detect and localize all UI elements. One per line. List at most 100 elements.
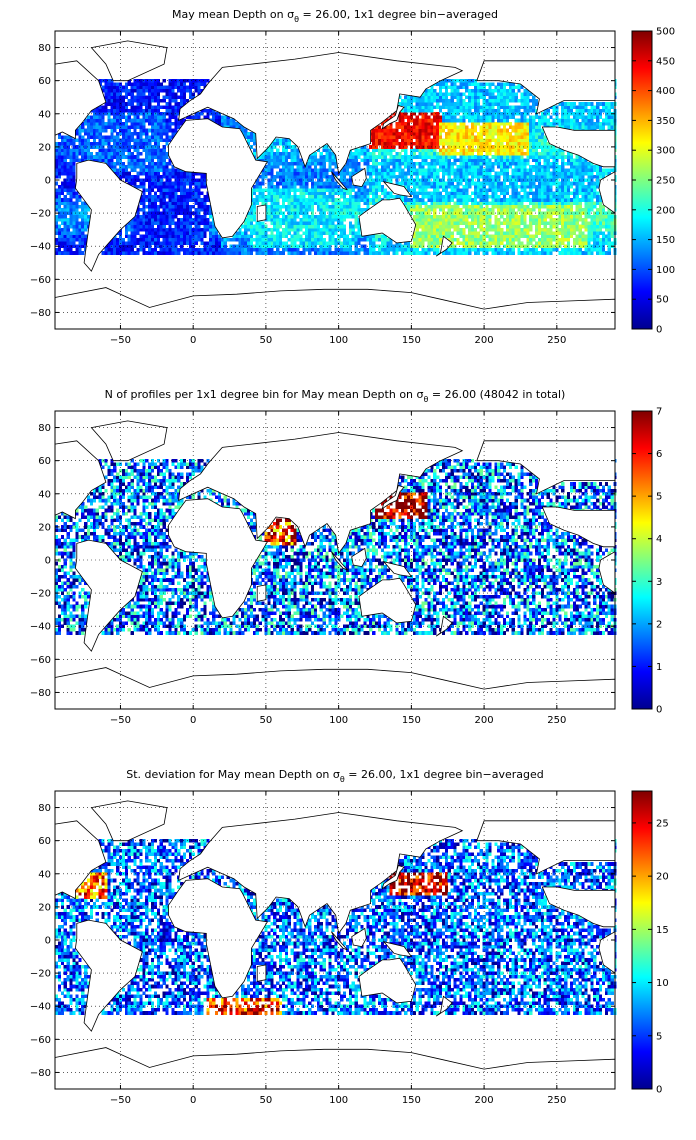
heatmap-cell <box>287 141 291 146</box>
heatmap-cell <box>139 158 143 163</box>
heatmap-cell <box>526 198 530 202</box>
heatmap-cell <box>508 241 512 245</box>
heatmap-cell <box>127 135 131 139</box>
heatmap-cell <box>412 185 416 189</box>
heatmap-cell <box>491 178 495 182</box>
heatmap-cell <box>334 181 338 186</box>
heatmap-cell <box>459 191 463 196</box>
heatmap-cell <box>497 231 501 235</box>
heatmap-cell <box>389 175 393 179</box>
heatmap-cell <box>567 175 571 179</box>
heatmap-cell <box>415 251 419 255</box>
heatmap-cell <box>471 181 475 186</box>
heatmap-cell <box>156 161 160 166</box>
heatmap-cell <box>133 228 137 232</box>
heatmap-cell <box>151 181 155 186</box>
heatmap-cell <box>558 208 562 212</box>
heatmap-cell <box>151 224 155 229</box>
heatmap-cell <box>247 241 251 245</box>
heatmap-cell <box>145 221 149 225</box>
heatmap-cell <box>494 214 498 219</box>
heatmap-cell <box>104 135 108 139</box>
heatmap-cell <box>177 221 181 225</box>
heatmap-cell <box>488 138 492 143</box>
heatmap-cell <box>296 188 300 192</box>
heatmap-cell <box>543 201 547 206</box>
heatmap-cell <box>377 251 382 255</box>
heatmap-cell <box>433 175 437 179</box>
heatmap-cell <box>572 211 576 216</box>
heatmap-cell <box>319 185 323 189</box>
heatmap-cell <box>209 241 213 245</box>
heatmap-cell <box>281 181 286 186</box>
heatmap-cell <box>255 244 259 249</box>
heatmap-cell <box>290 161 294 166</box>
heatmap-cell <box>543 138 547 143</box>
heatmap-cell <box>168 135 172 139</box>
heatmap-cell <box>238 247 242 252</box>
heatmap-cell <box>409 191 414 196</box>
heatmap-cell <box>148 178 152 182</box>
heatmap-cell <box>255 188 259 192</box>
heatmap-cell <box>55 228 59 232</box>
heatmap-cell <box>526 247 530 252</box>
heatmap-cell <box>596 228 600 232</box>
heatmap-cell <box>159 158 163 163</box>
heatmap-cell <box>316 194 320 199</box>
heatmap-cell <box>121 141 126 146</box>
heatmap-cell <box>209 211 213 216</box>
heatmap-cell <box>215 247 219 252</box>
heatmap-cell <box>447 251 451 255</box>
heatmap-cell <box>63 168 67 172</box>
heatmap-cell <box>142 132 146 136</box>
heatmap-cell <box>549 214 553 219</box>
heatmap-cell <box>142 158 146 163</box>
heatmap-cell <box>386 165 390 169</box>
heatmap-cell <box>418 135 422 139</box>
heatmap-cell <box>191 211 195 216</box>
heatmap-cell <box>380 158 384 163</box>
heatmap-cell <box>153 218 158 222</box>
heatmap-cell <box>124 148 128 153</box>
heatmap-cell <box>427 191 431 196</box>
heatmap-cell <box>369 188 373 192</box>
heatmap-cell <box>482 155 486 159</box>
heatmap-cell <box>197 221 201 225</box>
heatmap-cell <box>69 221 73 225</box>
heatmap-cell <box>264 155 268 159</box>
heatmap-cell <box>183 247 187 252</box>
heatmap-cell <box>540 211 544 216</box>
heatmap-cell <box>354 194 358 199</box>
heatmap-cell <box>572 165 576 169</box>
heatmap-cell <box>60 228 64 232</box>
heatmap-cell <box>409 138 414 143</box>
heatmap-cell <box>57 161 62 166</box>
heatmap-cell <box>494 138 498 143</box>
heatmap-cell <box>197 201 201 206</box>
heatmap-cell <box>124 228 128 232</box>
heatmap-cell <box>302 208 306 212</box>
heatmap-cell <box>473 201 478 206</box>
heatmap-cell <box>441 231 446 235</box>
heatmap-cell <box>165 221 169 225</box>
heatmap-cell <box>316 148 320 153</box>
heatmap-cell <box>89 125 94 129</box>
heatmap-cell <box>279 237 283 242</box>
heatmap-cell <box>316 185 320 189</box>
heatmap-cell <box>75 224 79 229</box>
heatmap-cell <box>514 135 518 139</box>
heatmap-cell <box>517 148 521 153</box>
heatmap-cell <box>267 241 271 245</box>
heatmap-cell <box>203 181 207 186</box>
heatmap-cell <box>270 231 274 235</box>
heatmap-cell <box>453 171 457 176</box>
heatmap-cell <box>153 128 158 133</box>
heatmap-cell <box>386 237 390 242</box>
heatmap-cell <box>177 175 181 179</box>
heatmap-cell <box>412 161 416 166</box>
heatmap-cell <box>569 168 574 172</box>
heatmap-cell <box>136 247 140 252</box>
heatmap-cell <box>564 181 568 186</box>
heatmap-cell <box>549 165 553 169</box>
heatmap-cell <box>517 218 521 222</box>
